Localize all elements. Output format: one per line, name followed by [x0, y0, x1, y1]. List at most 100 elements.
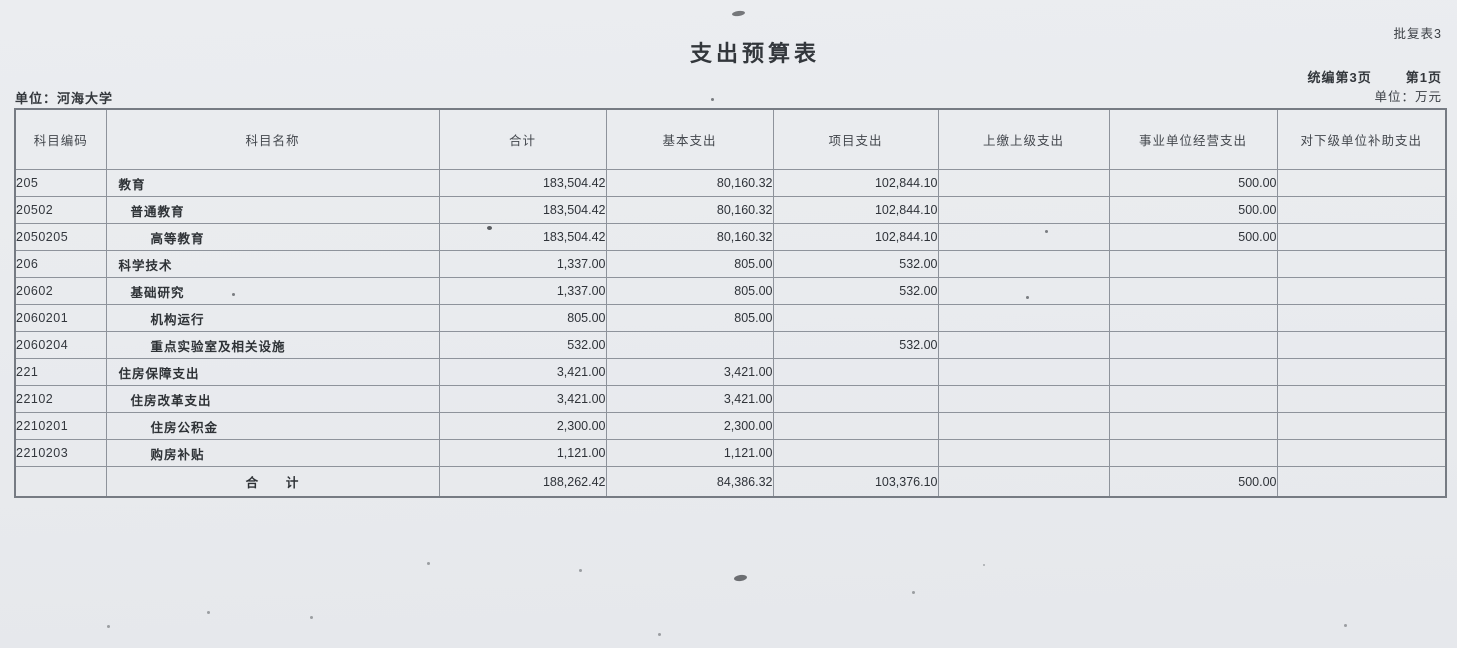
- cell-upper-level: [937, 250, 1110, 278]
- cell-total: 183,504.42: [438, 196, 607, 224]
- table-row: 20602 基础研究 1,337.00 805.00 532.00: [14, 277, 1447, 305]
- table-row: 206 科学技术 1,337.00 805.00 532.00: [14, 250, 1447, 278]
- scan-speck: [912, 591, 915, 594]
- cell-name: 住房改革支出: [105, 385, 440, 413]
- table-row: 221 住房保障支出 3,421.00 3,421.00: [14, 358, 1447, 386]
- cell-code: 22102: [14, 385, 107, 413]
- cell-operating: [1108, 412, 1278, 440]
- cell-project: [772, 358, 939, 386]
- column-header-project: 项目支出: [772, 108, 939, 170]
- cell-code: 2210203: [14, 439, 107, 467]
- cell-operating: 500.00: [1108, 196, 1278, 224]
- cell-subsidy: [1276, 331, 1447, 359]
- scan-speck: [232, 293, 235, 296]
- cell-project: 103,376.10: [772, 466, 939, 498]
- cell-upper-level: [937, 358, 1110, 386]
- cell-upper-level: [937, 412, 1110, 440]
- cell-name: 教育: [105, 169, 440, 197]
- cell-name: 住房保障支出: [105, 358, 440, 386]
- cell-operating: [1108, 385, 1278, 413]
- cell-operating: [1108, 304, 1278, 332]
- cell-project: [772, 412, 939, 440]
- cell-name: 基础研究: [105, 277, 440, 305]
- scan-speck: [487, 226, 492, 230]
- scan-speck: [427, 562, 430, 565]
- cell-project: 532.00: [772, 250, 939, 278]
- cell-subsidy: [1276, 466, 1447, 498]
- amount-unit-label: 单位：万元: [1374, 90, 1442, 104]
- cell-project: 532.00: [772, 331, 939, 359]
- cell-operating: [1108, 277, 1278, 305]
- cell-basic: [605, 331, 774, 359]
- column-header-basic: 基本支出: [605, 108, 774, 170]
- cell-basic: 805.00: [605, 277, 774, 305]
- cell-operating: 500.00: [1108, 169, 1278, 197]
- header-row: 科目编码 科目名称 合计 基本支出 项目支出 上缴上级支出 事业单位经营支出 对…: [14, 108, 1447, 170]
- cell-basic: 805.00: [605, 250, 774, 278]
- cell-total: 1,337.00: [438, 277, 607, 305]
- scan-speck: [1344, 624, 1347, 627]
- cell-subsidy: [1276, 250, 1447, 278]
- cell-code: 205: [14, 169, 107, 197]
- cell-basic: 805.00: [605, 304, 774, 332]
- cell-upper-level: [937, 331, 1110, 359]
- table-row: 20502 普通教育 183,504.42 80,160.32 102,844.…: [14, 196, 1447, 224]
- scan-speck: [983, 564, 985, 566]
- cell-subsidy: [1276, 277, 1447, 305]
- scan-speck: [1026, 296, 1029, 299]
- cell-code: 20502: [14, 196, 107, 224]
- cell-subsidy: [1276, 385, 1447, 413]
- cell-upper-level: [937, 277, 1110, 305]
- table-row: 2210203 购房补贴 1,121.00 1,121.00: [14, 439, 1447, 467]
- page-info: 统编第3页 第1页: [1308, 67, 1442, 86]
- cell-upper-level: [937, 169, 1110, 197]
- cell-operating: 500.00: [1108, 466, 1278, 498]
- column-header-name: 科目名称: [105, 108, 440, 170]
- scan-speck: [658, 633, 661, 636]
- table-row: 2060204 重点实验室及相关设施 532.00 532.00: [14, 331, 1447, 359]
- cell-total: 183,504.42: [438, 223, 607, 251]
- expenditure-budget-table: 科目编码 科目名称 合计 基本支出 项目支出 上缴上级支出 事业单位经营支出 对…: [14, 108, 1447, 498]
- cell-total: 532.00: [438, 331, 607, 359]
- cell-project: [772, 439, 939, 467]
- column-header-total: 合计: [438, 108, 607, 170]
- table-row: 205 教育 183,504.42 80,160.32 102,844.10 5…: [14, 169, 1447, 197]
- table-row: 2060201 机构运行 805.00 805.00: [14, 304, 1447, 332]
- cell-basic: 80,160.32: [605, 196, 774, 224]
- cell-name: 重点实验室及相关设施: [105, 331, 440, 359]
- scan-speck: [711, 98, 714, 101]
- cell-project: 102,844.10: [772, 223, 939, 251]
- scan-speck: [1045, 230, 1048, 233]
- cell-operating: [1108, 439, 1278, 467]
- cell-total: 183,504.42: [438, 169, 607, 197]
- cell-project: [772, 304, 939, 332]
- cell-subsidy: [1276, 304, 1447, 332]
- cell-name: 普通教育: [105, 196, 440, 224]
- cell-code: 221: [14, 358, 107, 386]
- cell-upper-level: [937, 223, 1110, 251]
- scan-speck: [310, 616, 313, 619]
- cell-basic: 2,300.00: [605, 412, 774, 440]
- cell-subsidy: [1276, 196, 1447, 224]
- cell-name: 合 计: [105, 466, 440, 498]
- cell-code: 20602: [14, 277, 107, 305]
- cell-code: 206: [14, 250, 107, 278]
- cell-upper-level: [937, 385, 1110, 413]
- scan-speck: [733, 574, 748, 582]
- cell-operating: [1108, 358, 1278, 386]
- series-page-label: 统编第3页: [1307, 70, 1372, 85]
- cell-total: 188,262.42: [438, 466, 607, 498]
- scan-speck: [579, 569, 582, 572]
- cell-name: 机构运行: [105, 304, 440, 332]
- table-row: 2210201 住房公积金 2,300.00 2,300.00: [14, 412, 1447, 440]
- cell-project: 102,844.10: [772, 196, 939, 224]
- cell-upper-level: [937, 466, 1110, 498]
- cell-total: 2,300.00: [438, 412, 607, 440]
- page-title: 支出预算表: [689, 41, 820, 66]
- column-header-upper-level: 上缴上级支出: [937, 108, 1110, 170]
- cell-code: 2060204: [14, 331, 107, 359]
- cell-total: 3,421.00: [438, 385, 607, 413]
- cell-code: [14, 466, 107, 498]
- page-number-label: 第1页: [1405, 70, 1442, 85]
